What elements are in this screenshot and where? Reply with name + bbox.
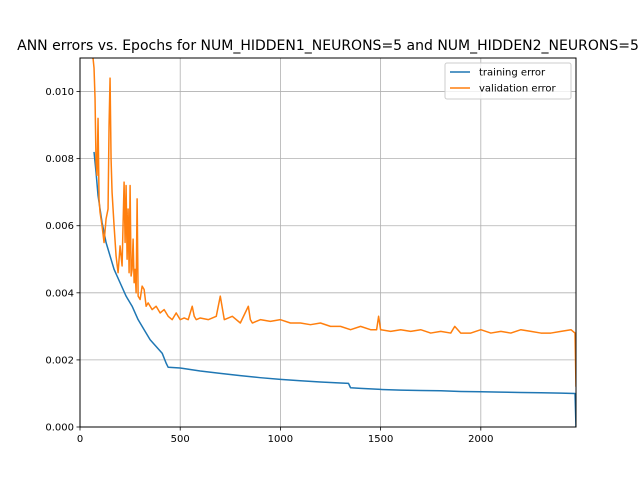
y-tick-label: 0.000 <box>45 423 74 434</box>
y-tick-label: 0.004 <box>45 288 74 299</box>
chart-title: ANN errors vs. Epochs for NUM_HIDDEN1_NE… <box>17 38 639 54</box>
x-tick-label: 1500 <box>368 434 393 445</box>
y-tick-label: 0.006 <box>45 221 74 232</box>
x-tick-label: 500 <box>171 434 190 445</box>
series-line-training-error <box>93 151 576 427</box>
plot-frame <box>79 57 577 428</box>
axes: 0 500 1000 1500 2000 0.000 0.002 0.004 0.006 0.00… <box>45 87 493 445</box>
legend-box <box>444 62 572 100</box>
plot-area <box>80 58 576 427</box>
y-tick-label: 0.010 <box>45 87 74 98</box>
legend: training error validation error <box>444 62 572 100</box>
series-line-validation-error <box>92 58 576 387</box>
legend-entry: training error <box>479 68 546 79</box>
legend-entry: validation error <box>479 84 557 95</box>
y-tick-label: 0.002 <box>45 355 74 366</box>
y-tick-label: 0.008 <box>45 154 74 165</box>
x-tick-label: 0 <box>77 434 83 445</box>
x-tick-label: 2000 <box>468 434 493 445</box>
x-tick-label: 1000 <box>268 434 293 445</box>
series-layer <box>92 58 576 427</box>
